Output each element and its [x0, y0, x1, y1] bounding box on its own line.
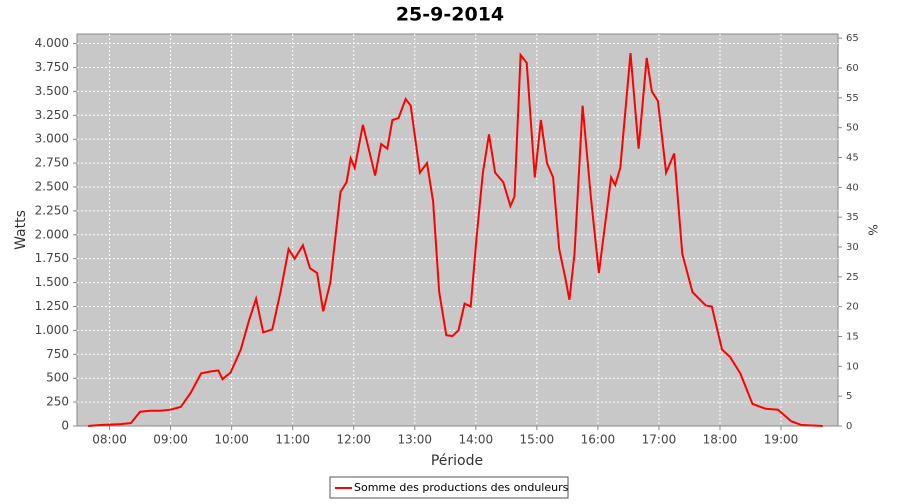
y-tick-label: 500: [46, 371, 69, 385]
y-tick-label: 4.000: [35, 36, 69, 50]
y2-tick-label: 5: [846, 391, 852, 402]
plot-area: [76, 33, 839, 427]
x-tick-label: 16:00: [581, 433, 616, 447]
y-tick-label: 1.750: [35, 251, 69, 265]
y2-tick-label: 15: [846, 332, 859, 343]
y-tick-label: 2.500: [35, 179, 69, 193]
line-series: [88, 52, 823, 427]
y2-tick-label: 30: [846, 242, 859, 253]
y2-tick-label: 40: [846, 182, 859, 193]
x-tick-label: 10:00: [214, 433, 249, 447]
legend-label: Somme des productions des onduleurs: [354, 481, 569, 494]
y-tick-label: 1.000: [35, 323, 69, 337]
y-tick-label: 3.000: [35, 132, 69, 146]
y-tick-label: 1.250: [35, 299, 69, 313]
x-tick-label: 14:00: [459, 433, 494, 447]
x-tick-label: 17:00: [642, 433, 677, 447]
x-tick-label: 08:00: [92, 433, 127, 447]
y-tick-label: 2.000: [35, 227, 69, 241]
y2-tick-label: 20: [846, 302, 859, 313]
x-tick-label: 15:00: [520, 433, 555, 447]
x-axis-label: Période: [431, 453, 483, 469]
y-tick-label: 2.250: [35, 203, 69, 217]
x-tick-label: 13:00: [397, 433, 432, 447]
x-tick-label: 09:00: [153, 433, 188, 447]
y2-tick-label: 50: [846, 123, 859, 134]
y-tick-label: 3.750: [35, 60, 69, 74]
y2-tick-label: 55: [846, 93, 859, 104]
y-tick-label: 250: [46, 395, 69, 409]
y-axis-label: Watts: [13, 210, 29, 250]
y2-tick-label: 45: [846, 153, 859, 164]
y-tick-label: 3.250: [35, 108, 69, 122]
y2-tick-label: 35: [846, 212, 859, 223]
chart-title: 25-9-2014: [396, 4, 504, 26]
x-tick-label: 19:00: [764, 433, 799, 447]
y2-axis-label: %: [866, 224, 880, 235]
y-tick-label: 750: [46, 347, 69, 361]
x-tick-label: 18:00: [703, 433, 738, 447]
y2-tick-label: 60: [846, 63, 859, 74]
y2-tick-label: 0: [846, 421, 852, 432]
y2-tick-label: 25: [846, 272, 859, 283]
y2-tick-label: 65: [846, 33, 859, 44]
legend-box: [329, 476, 569, 499]
x-tick-label: 11:00: [275, 433, 310, 447]
y-tick-label: 1.500: [35, 275, 69, 289]
x-tick-label: 12:00: [336, 433, 371, 447]
y-tick-label: 0: [61, 419, 69, 433]
y-tick-label: 2.750: [35, 156, 69, 170]
y-tick-label: 3.500: [35, 84, 69, 98]
y2-tick-label: 10: [846, 361, 859, 372]
